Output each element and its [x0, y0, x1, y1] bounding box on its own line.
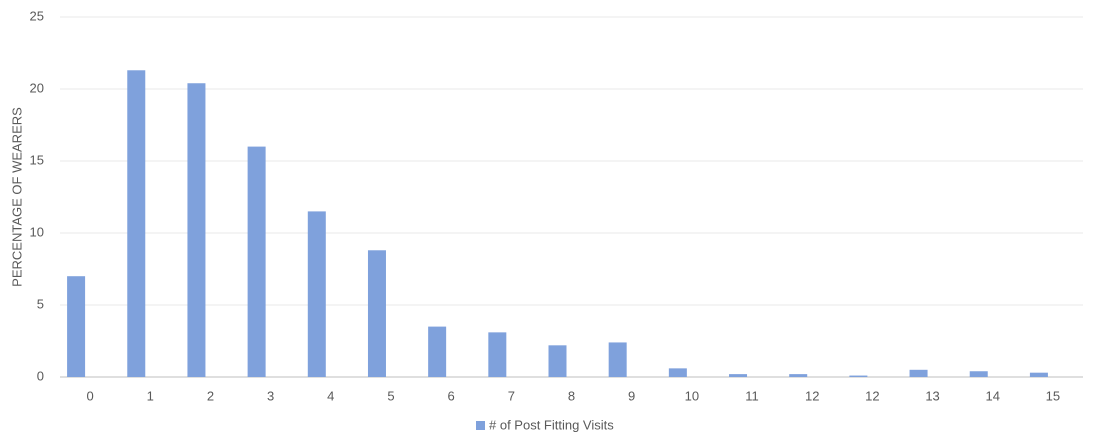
x-tick-label: 11 — [745, 388, 759, 403]
bar — [187, 83, 206, 378]
bar — [729, 374, 748, 377]
legend-swatch — [476, 421, 485, 430]
x-tick-label: 12 — [805, 388, 819, 403]
x-tick-label: 12 — [865, 388, 879, 403]
bar — [247, 146, 266, 377]
legend-label: # of Post Fitting Visits — [489, 417, 614, 432]
x-tick-label: 9 — [628, 388, 635, 403]
bar — [608, 342, 627, 377]
x-tick-label: 1 — [147, 388, 154, 403]
bar — [428, 326, 447, 377]
y-tick-label: 10 — [30, 224, 44, 239]
bar — [668, 368, 687, 377]
bar — [367, 250, 386, 377]
x-tick-label: 6 — [448, 388, 455, 403]
bar — [789, 374, 808, 377]
bar — [969, 371, 988, 377]
y-tick-label: 5 — [37, 296, 44, 311]
x-tick-label: 14 — [986, 388, 1000, 403]
bar — [67, 276, 86, 377]
y-tick-label: 20 — [30, 80, 44, 95]
x-tick-label: 5 — [387, 388, 394, 403]
bar — [127, 70, 146, 377]
bar — [307, 211, 326, 377]
x-tick-label: 7 — [508, 388, 515, 403]
bar — [909, 369, 928, 377]
bar — [488, 332, 507, 377]
y-tick-label: 25 — [30, 8, 44, 23]
x-tick-label: 4 — [327, 388, 334, 403]
x-tick-label: 15 — [1046, 388, 1060, 403]
x-tick-label: 13 — [925, 388, 939, 403]
y-axis-label: PERCENTAGE OF WEARERS — [9, 107, 24, 287]
x-tick-label: 3 — [267, 388, 274, 403]
x-tick-label: 0 — [86, 388, 93, 403]
x-tick-label: 8 — [568, 388, 575, 403]
x-tick-label: 10 — [685, 388, 699, 403]
y-tick-label: 15 — [30, 152, 44, 167]
bar — [548, 345, 567, 377]
x-tick-label: 2 — [207, 388, 214, 403]
y-tick-label: 0 — [37, 368, 44, 383]
bar — [1029, 372, 1048, 377]
bar — [849, 375, 868, 377]
